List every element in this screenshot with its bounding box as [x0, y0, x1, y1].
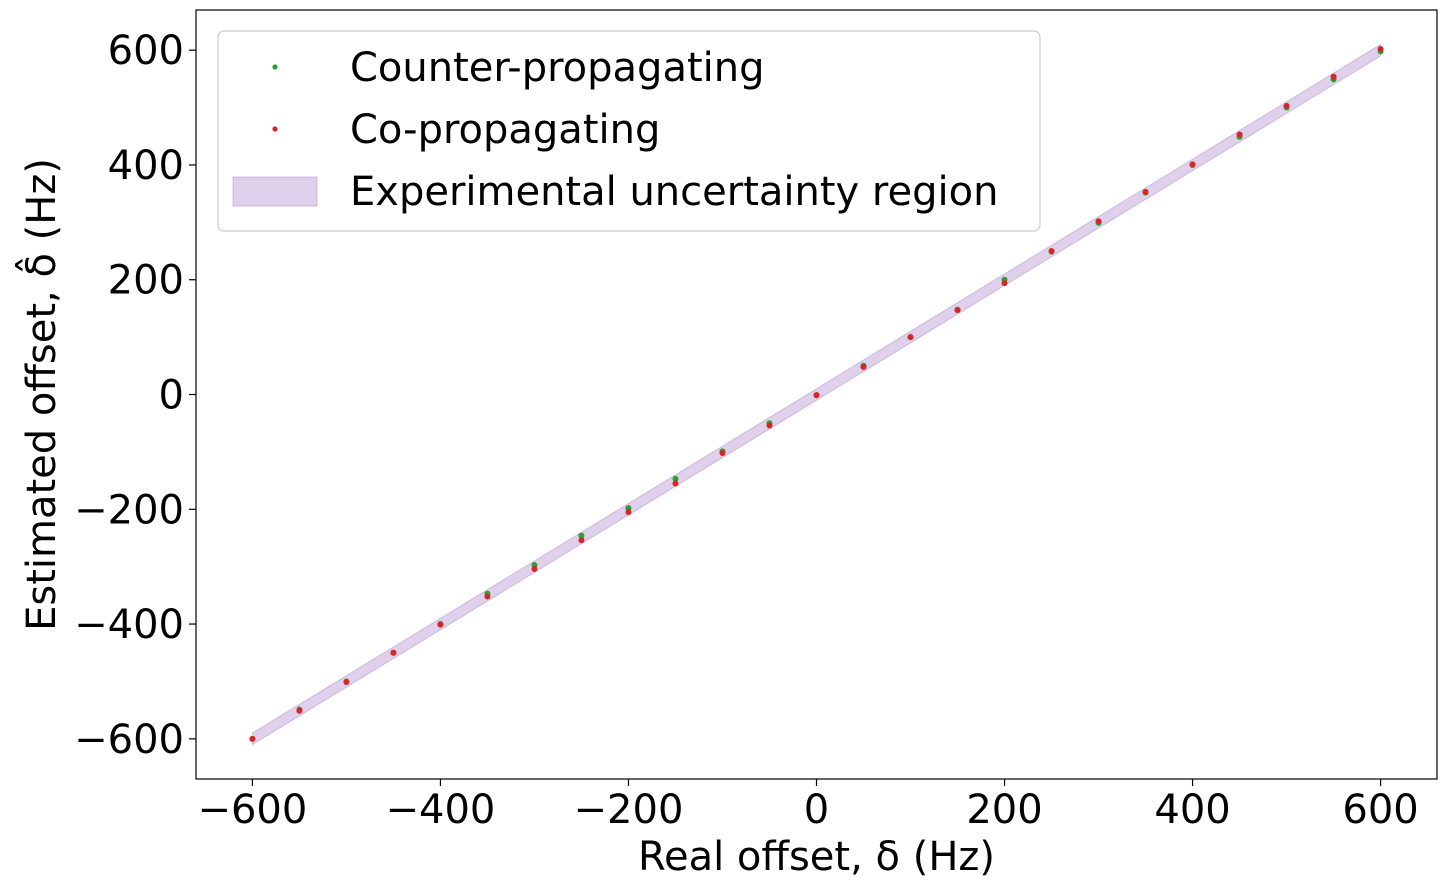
data-point-co-23	[1330, 73, 1337, 80]
data-point-co-9	[672, 480, 679, 487]
y-tick-label: 400	[108, 143, 184, 189]
x-tick-label: −600	[197, 787, 307, 833]
x-tick-label: 0	[804, 787, 829, 833]
data-point-co-5	[484, 593, 491, 600]
data-point-co-0	[249, 735, 256, 742]
data-point-co-22	[1283, 102, 1290, 109]
x-tick-label: −200	[574, 787, 684, 833]
data-point-co-21	[1236, 131, 1243, 138]
y-tick-label: −400	[74, 602, 184, 648]
data-point-co-17	[1048, 248, 1055, 255]
y-tick-label: 600	[108, 28, 184, 74]
y-tick-label: −200	[74, 487, 184, 533]
data-point-co-2	[343, 679, 350, 686]
data-point-co-8	[625, 509, 632, 516]
data-point-co-7	[578, 537, 585, 544]
legend: Counter-propagating Co-propagating Exper…	[217, 30, 1041, 232]
legend-box	[217, 30, 1041, 232]
data-point-co-16	[1001, 280, 1008, 287]
legend-marker-counter-propagating	[272, 64, 278, 70]
y-axis-ticks: −600 −400 −200 0 200 400 600	[74, 28, 196, 763]
x-tick-label: −400	[386, 787, 496, 833]
legend-label-uncertainty-region: Experimental uncertainty region	[350, 169, 998, 215]
data-points-layer	[249, 46, 1384, 742]
data-point-co-13	[860, 363, 867, 370]
x-tick-label: 400	[1154, 787, 1230, 833]
data-point-co-18	[1095, 218, 1102, 225]
legend-marker-co-propagating	[272, 126, 278, 132]
data-point-co-20	[1189, 161, 1196, 168]
y-tick-label: 0	[159, 373, 184, 419]
x-tick-label: 600	[1342, 787, 1418, 833]
data-point-co-4	[437, 621, 444, 628]
data-point-counter-9	[672, 475, 679, 482]
y-tick-label: −600	[74, 717, 184, 763]
x-axis-label: Real offset, δ (Hz)	[638, 834, 995, 880]
data-point-co-15	[954, 307, 961, 314]
data-point-co-10	[719, 450, 726, 457]
data-point-co-11	[766, 422, 773, 429]
x-axis-ticks: −600 −400 −200 0 200 400 600	[197, 779, 1419, 833]
y-axis-label: Estimated offset, δ̂ (Hz)	[15, 158, 65, 631]
legend-label-counter-propagating: Counter-propagating	[350, 45, 765, 91]
y-tick-label: 200	[108, 258, 184, 304]
data-point-counter-7	[578, 532, 585, 539]
data-point-co-6	[531, 565, 538, 572]
x-tick-label: 200	[966, 787, 1042, 833]
legend-patch-uncertainty-region	[232, 176, 318, 207]
data-point-co-14	[907, 334, 914, 341]
data-point-co-19	[1142, 188, 1149, 195]
data-point-co-12	[813, 392, 820, 399]
legend-label-co-propagating: Co-propagating	[350, 107, 660, 153]
data-point-co-3	[390, 649, 397, 656]
data-point-co-1	[296, 707, 303, 714]
data-point-co-24	[1377, 46, 1384, 53]
